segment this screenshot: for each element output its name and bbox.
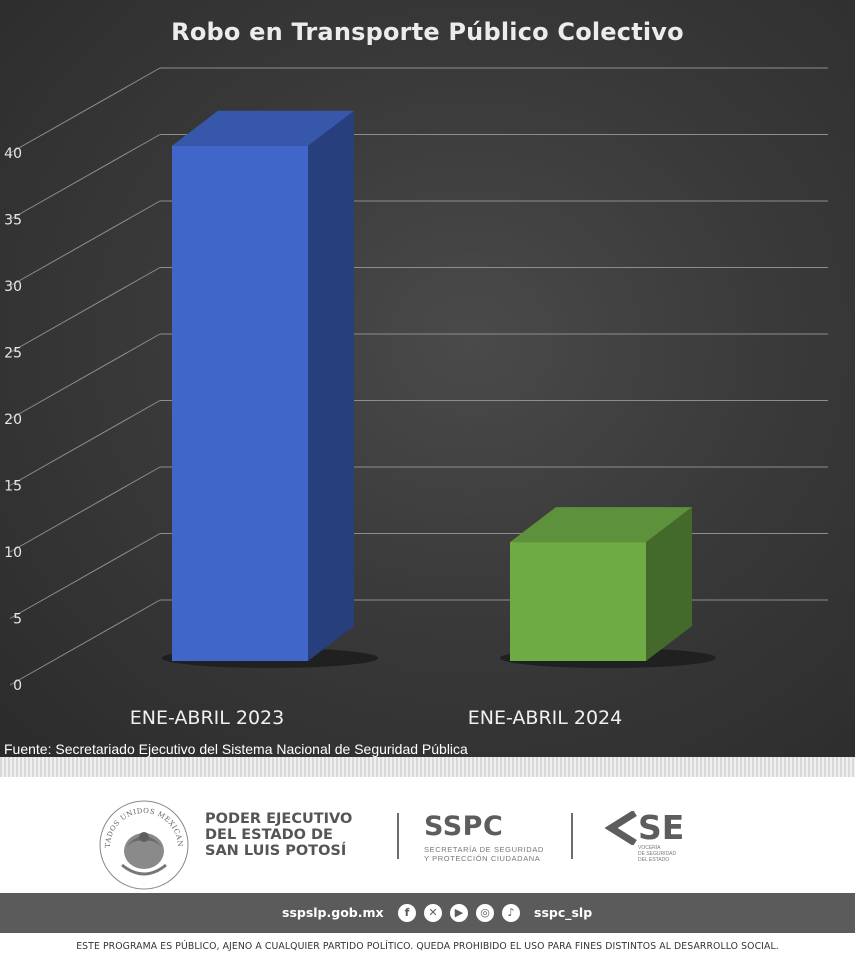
gridline-diagonal	[9, 599, 161, 686]
bar	[510, 542, 646, 661]
bar-side-face	[646, 507, 692, 661]
gridline-diagonal	[9, 67, 161, 154]
se-letters: SE	[638, 808, 685, 847]
website-link[interactable]: sspslp.gob.mx	[282, 905, 384, 920]
x-category-label: ENE-ABRIL 2023	[130, 707, 284, 729]
x-icon[interactable]: ✕	[424, 904, 442, 922]
social-handle[interactable]: sspc_slp	[534, 905, 593, 920]
gridline-diagonal	[9, 400, 161, 486]
y-tick-label: 20	[4, 412, 22, 428]
sspc-subtitle: SECRETARÍA DE SEGURIDAD Y PROTECCIÓN CIU…	[424, 845, 544, 863]
bar-top-face	[172, 110, 354, 146]
sspc-title: SSPC	[424, 811, 504, 842]
gridline-diagonal	[9, 333, 161, 420]
facebook-icon[interactable]: f	[398, 904, 416, 922]
bar-chart: 0 5 10 15 20 25 30 35 40 ENE-ABRIL 2023 ENE-ABRIL …	[4, 67, 828, 729]
logo-divider	[571, 813, 573, 859]
y-tick-label: 5	[13, 612, 22, 628]
gridline-diagonal	[9, 200, 161, 287]
se-chevron-icon	[605, 811, 637, 845]
mexico-seal-icon: ESTADOS UNIDOS MEXICANOS	[96, 795, 189, 890]
gridline-diagonal	[9, 267, 161, 353]
chart-title: Robo en Transporte Público Colectivo	[171, 18, 684, 46]
social-bar: sspslp.gob.mx f ✕ ▶ ◎ ♪ sspc_slp	[0, 893, 855, 933]
logo-divider	[397, 813, 399, 859]
gov-name: PODER EJECUTIVO DEL ESTADO DE SAN LUIS P…	[205, 811, 353, 859]
y-tick-label: 25	[4, 346, 22, 362]
chart-panel: 0 5 10 15 20 25 30 35 40 ENE-ABRIL 2023 ENE-ABRIL …	[0, 0, 855, 757]
x-category-label: ENE-ABRIL 2024	[468, 707, 622, 729]
disclaimer: ESTE PROGRAMA ES PÚBLICO, AJENO A CUALQU…	[76, 941, 779, 952]
y-tick-label: 10	[4, 545, 22, 561]
y-tick-label: 30	[4, 279, 22, 295]
gridline-diagonal	[9, 533, 161, 619]
y-tick-label: 40	[4, 146, 22, 162]
instagram-icon[interactable]: ◎	[476, 904, 494, 922]
tiktok-icon[interactable]: ♪	[502, 904, 520, 922]
youtube-icon[interactable]: ▶	[450, 904, 468, 922]
gridline-diagonal	[9, 134, 161, 220]
bar-side-face	[308, 110, 354, 662]
bar-top-face	[510, 507, 692, 543]
y-tick-label: 15	[4, 479, 22, 495]
source-note: Fuente: Secretariado Ejecutivo del Siste…	[4, 741, 468, 757]
y-tick-label: 0	[13, 678, 22, 694]
se-subtitle: VOCERÍA DE SEGURIDAD DEL ESTADO	[638, 845, 677, 863]
gridline-diagonal	[9, 466, 161, 553]
logo-band: ESTADOS UNIDOS MEXICANOS PODER EJECUTIVO…	[0, 777, 855, 893]
bar	[172, 145, 308, 662]
y-tick-label: 35	[4, 213, 22, 229]
divider-stripe	[0, 757, 855, 777]
